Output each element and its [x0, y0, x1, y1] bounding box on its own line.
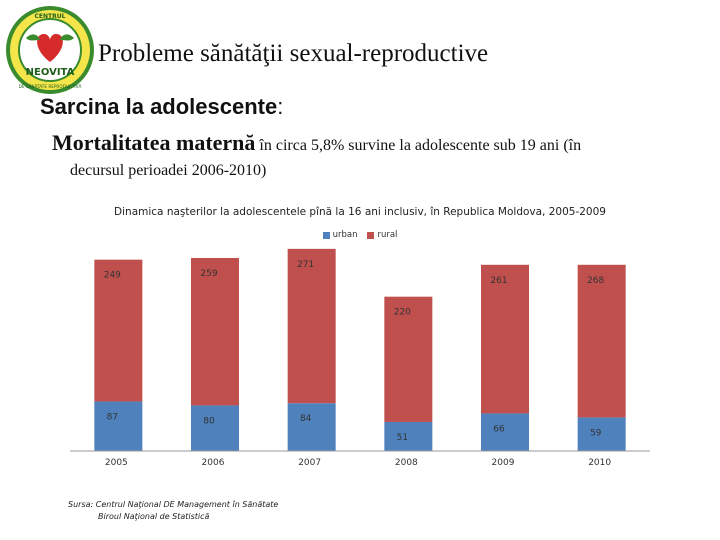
legend-label-urban: urban [332, 230, 358, 240]
logo-brand-text: NEOVITA [26, 67, 75, 78]
mortality-paragraph: Mortalitatea maternă în circa 5,8% survi… [52, 130, 581, 156]
data-label-urban-2007: 84 [300, 414, 312, 424]
x-tick-label-2010: 2010 [588, 458, 611, 468]
data-label-rural-2006: 259 [200, 269, 217, 279]
x-tick-label-2009: 2009 [492, 458, 515, 468]
bar-urban-2008 [384, 421, 433, 451]
mortality-heading: Mortalitatea maternă [52, 130, 256, 155]
chart-title: Dinamica naşterilor la adolescentele pîn… [114, 206, 606, 218]
bar-rural-2006 [191, 257, 239, 406]
x-tick-label-2007: 2007 [298, 458, 321, 468]
bar-rural-2009 [481, 264, 529, 414]
legend-swatch-urban [322, 231, 330, 239]
data-label-rural-2008: 220 [394, 308, 411, 318]
bar-rural-2010 [577, 264, 626, 418]
data-label-rural-2010: 268 [587, 276, 604, 286]
legend-item-urban: urban [322, 230, 358, 240]
data-label-rural-2009: 261 [490, 276, 507, 286]
x-tick-label-2008: 2008 [395, 458, 418, 468]
chart-legend: urban rural [0, 230, 720, 240]
bar-urban-2007 [287, 403, 336, 451]
neovita-logo: CENTRUL NEOVITA DE SĂNĂTATE REPRODUCTIVĂ [4, 4, 96, 96]
data-label-urban-2006: 80 [203, 416, 215, 426]
legend-label-rural: rural [377, 230, 398, 240]
subtitle-text: Sarcina la adolescente [40, 94, 278, 119]
page-title: Probleme sănătăţii sexual-reproductive [98, 40, 489, 67]
logo-ring-text: DE SĂNĂTATE REPRODUCTIVĂ [19, 84, 82, 89]
bar-urban-2010 [577, 417, 626, 451]
bar-rural-2005 [94, 259, 143, 402]
data-label-rural-2005: 249 [104, 271, 121, 281]
bar-rural-2007 [287, 248, 336, 404]
source-line-2: Biroul Naţional de Statistică [98, 512, 210, 521]
x-tick-label-2006: 2006 [202, 458, 225, 468]
bar-urban-2009 [481, 413, 529, 451]
legend-swatch-rural [367, 231, 375, 239]
data-label-urban-2009: 66 [493, 424, 505, 434]
source-note: Sursa: Centrul Naţional DE Management în… [68, 499, 278, 523]
legend-item-rural: rural [367, 230, 397, 240]
subtitle-colon: : [277, 94, 284, 119]
data-label-urban-2005: 87 [107, 412, 118, 422]
bar-urban-2005 [94, 401, 143, 451]
bar-rural-2008 [384, 296, 433, 422]
section-subtitle: Sarcina la adolescente: [40, 94, 283, 120]
mortality-text-continued: decursul perioadei 2006-2010) [70, 162, 267, 179]
bar-urban-2006 [191, 405, 239, 451]
data-label-urban-2008: 51 [397, 433, 408, 443]
mortality-text: în circa 5,8% survine la adolescente sub… [255, 137, 582, 154]
data-label-urban-2010: 59 [590, 428, 602, 438]
data-label-rural-2007: 271 [297, 260, 314, 270]
x-tick-label-2005: 2005 [105, 458, 128, 468]
source-line-1: Sursa: Centrul Naţional DE Management în… [68, 500, 279, 509]
logo-top-text: CENTRUL [35, 13, 66, 20]
